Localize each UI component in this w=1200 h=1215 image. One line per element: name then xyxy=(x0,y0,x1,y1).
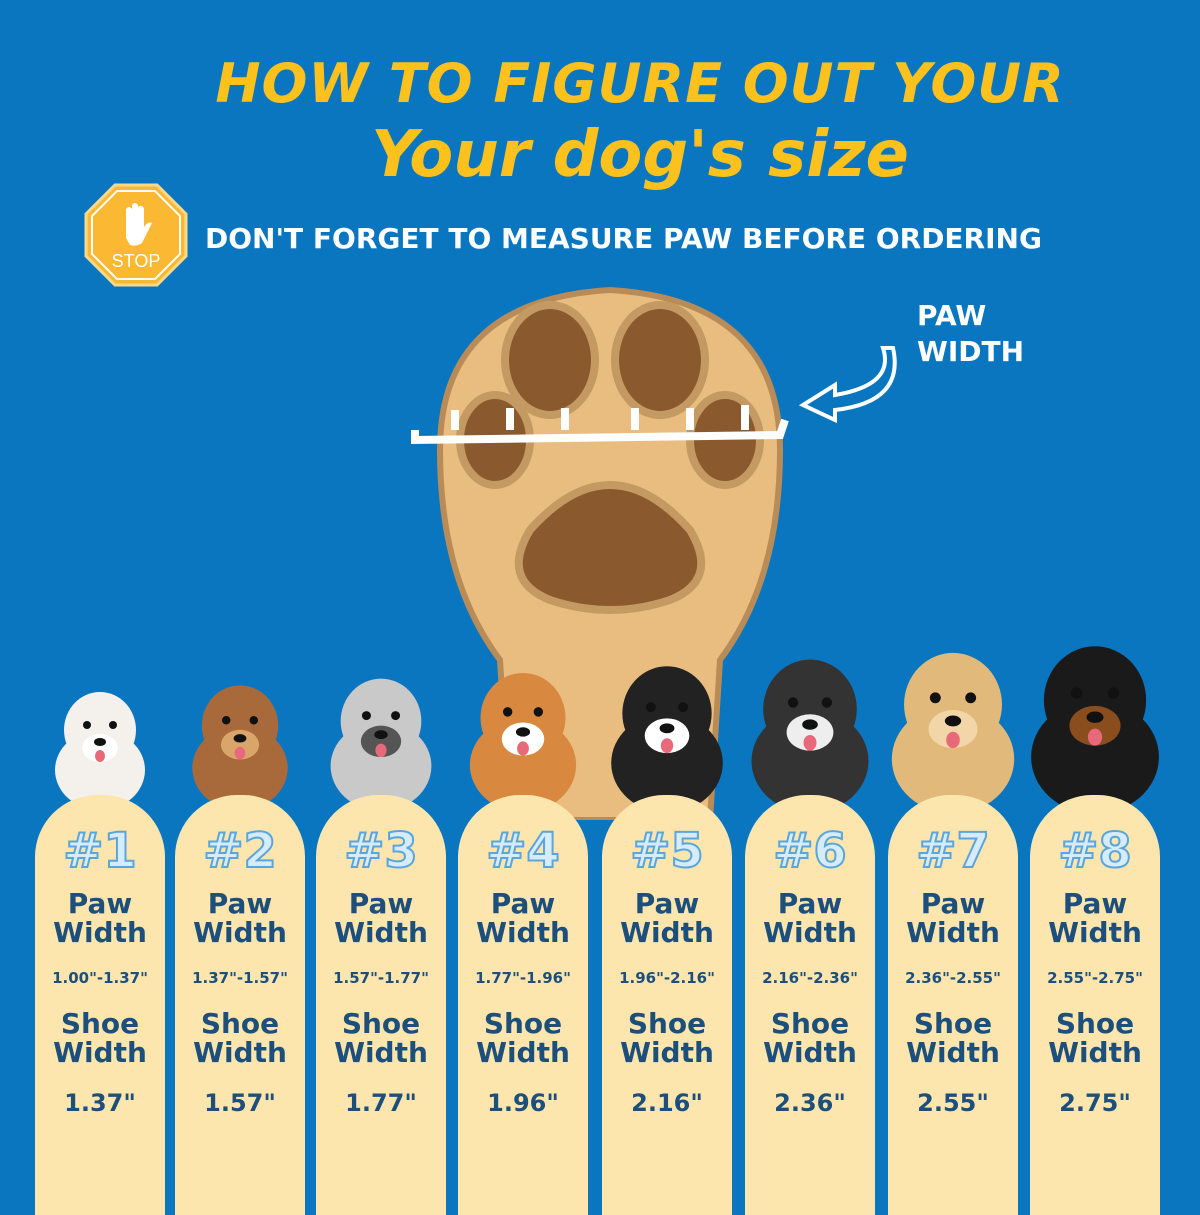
dog-photo-5 xyxy=(611,666,723,807)
paw-width-label: Paw Width xyxy=(906,887,1000,949)
shoe-width-value: 1.37" xyxy=(64,1089,136,1117)
size-card-5: #5 Paw Width 1.96"-2.16" Shoe Width 2.16… xyxy=(602,795,732,1215)
shoe-width-label: Shoe Width xyxy=(763,1007,857,1069)
paw-width-label: Paw Width xyxy=(763,887,857,949)
size-card-3: #3 Paw Width 1.57"-1.77" Shoe Width 1.77… xyxy=(316,795,446,1215)
paw-width-range: 2.55"-2.75" xyxy=(1047,969,1143,987)
stop-sign-icon: STOP xyxy=(84,183,188,287)
dog-photo-2 xyxy=(192,685,288,806)
dog-photo-1 xyxy=(55,692,145,805)
shoe-width-label: Shoe Width xyxy=(906,1007,1000,1069)
paw-width-range: 1.57"-1.77" xyxy=(333,969,429,987)
shoe-width-value: 2.36" xyxy=(774,1089,846,1117)
dog-photo-3 xyxy=(330,679,432,806)
dog-photo-8 xyxy=(1031,646,1159,808)
size-card-8: #8 Paw Width 2.55"-2.75" Shoe Width 2.75… xyxy=(1030,795,1160,1215)
paw-width-label: PAW WIDTH xyxy=(917,298,1024,370)
paw-width-label: Paw Width xyxy=(334,887,428,949)
size-card-4: #4 Paw Width 1.77"-1.96" Shoe Width 1.96… xyxy=(458,795,588,1215)
size-number: #2 xyxy=(202,822,278,880)
shoe-width-value: 1.77" xyxy=(345,1089,417,1117)
shoe-width-label: Shoe Width xyxy=(53,1007,147,1069)
dog-photo-4 xyxy=(469,672,577,806)
stop-text: STOP xyxy=(112,251,161,271)
title-line-2: Your dog's size xyxy=(371,118,909,192)
shoe-width-label: Shoe Width xyxy=(193,1007,287,1069)
paw-width-range: 2.36"-2.55" xyxy=(905,969,1001,987)
shoe-width-label: Shoe Width xyxy=(1048,1007,1142,1069)
shoe-width-value: 2.55" xyxy=(917,1089,989,1117)
paw-width-label: Paw Width xyxy=(53,887,147,949)
size-card-2: #2 Paw Width 1.37"-1.57" Shoe Width 1.57… xyxy=(175,795,305,1215)
size-number: #7 xyxy=(915,822,991,880)
paw-width-range: 1.77"-1.96" xyxy=(475,969,571,987)
paw-width-range: 1.37"-1.57" xyxy=(192,969,288,987)
shoe-width-value: 1.96" xyxy=(487,1089,559,1117)
size-number: #4 xyxy=(485,822,561,880)
hand-icon xyxy=(126,203,152,246)
shoe-width-value: 2.16" xyxy=(631,1089,703,1117)
title-line-1: HOW TO FIGURE OUT YOUR xyxy=(215,52,1065,115)
paw-label-line1: PAW xyxy=(917,299,987,332)
shoe-width-label: Shoe Width xyxy=(476,1007,570,1069)
shoe-width-value: 1.57" xyxy=(204,1089,276,1117)
size-number: #6 xyxy=(772,822,848,880)
paw-width-label: Paw Width xyxy=(476,887,570,949)
shoe-width-label: Shoe Width xyxy=(620,1007,714,1069)
size-number: #1 xyxy=(62,822,138,880)
size-number: #8 xyxy=(1057,822,1133,880)
warning-text: DON'T FORGET TO MEASURE PAW BEFORE ORDER… xyxy=(205,222,1042,255)
size-number: #3 xyxy=(343,822,419,880)
paw-width-range: 1.00"-1.37" xyxy=(52,969,148,987)
size-card-1: #1 Paw Width 1.00"-1.37" Shoe Width 1.37… xyxy=(35,795,165,1215)
paw-width-label: Paw Width xyxy=(1048,887,1142,949)
size-card-6: #6 Paw Width 2.16"-2.36" Shoe Width 2.36… xyxy=(745,795,875,1215)
paw-width-label: Paw Width xyxy=(620,887,714,949)
dog-photo-7 xyxy=(891,653,1015,807)
paw-label-line2: WIDTH xyxy=(917,335,1025,368)
shoe-width-label: Shoe Width xyxy=(334,1007,428,1069)
size-card-7: #7 Paw Width 2.36"-2.55" Shoe Width 2.55… xyxy=(888,795,1018,1215)
dog-photo-6 xyxy=(751,659,869,807)
ruler-icon xyxy=(411,405,789,445)
paw-width-range: 1.96"-2.16" xyxy=(619,969,715,987)
arrow-icon xyxy=(798,346,897,424)
paw-width-label: Paw Width xyxy=(193,887,287,949)
size-number: #5 xyxy=(629,822,705,880)
shoe-width-value: 2.75" xyxy=(1059,1089,1131,1117)
paw-width-range: 2.16"-2.36" xyxy=(762,969,858,987)
